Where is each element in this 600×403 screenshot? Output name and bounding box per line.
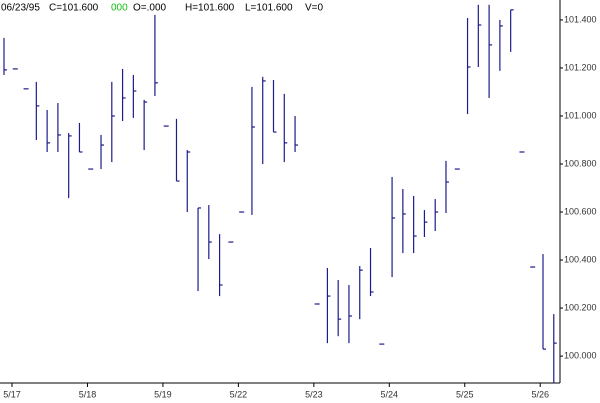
x-tick-label: 5/18 <box>79 389 97 399</box>
price-bar <box>542 254 546 350</box>
price-bar <box>57 103 61 152</box>
x-tick-label: 5/23 <box>305 389 323 399</box>
y-tick-label: 100.200 <box>564 302 597 312</box>
x-tick-label: 5/22 <box>230 389 248 399</box>
info-item: H=101.600 <box>185 3 235 14</box>
price-bar <box>326 267 331 344</box>
info-item: V=0 <box>305 3 324 14</box>
price-bar <box>3 37 7 75</box>
price-bar <box>132 74 137 118</box>
price-bar <box>111 81 115 163</box>
info-item: O=.000 <box>133 3 167 14</box>
price-bar <box>402 188 406 254</box>
x-tick-label: 5/25 <box>456 389 474 399</box>
x-tick-label: 5/17 <box>3 389 21 399</box>
x-tick-label: 5/19 <box>154 389 172 399</box>
x-tick-label: 5/24 <box>381 389 399 399</box>
price-bar <box>78 122 83 153</box>
info-item: C=101.600 <box>49 3 99 14</box>
price-bar <box>121 68 126 122</box>
price-bar <box>369 248 374 297</box>
price-bar <box>175 118 180 182</box>
y-tick-label: 101.400 <box>564 14 597 24</box>
price-bar <box>423 210 428 238</box>
price-bar <box>466 18 471 115</box>
price-bar <box>208 205 212 260</box>
price-bar <box>391 176 396 278</box>
price-bar <box>413 195 417 254</box>
y-tick-label: 101.000 <box>564 110 597 120</box>
info-item: 06/23/95 <box>1 3 40 14</box>
price-bar <box>143 99 148 151</box>
x-tick-label: 5/26 <box>531 389 549 399</box>
price-bar <box>445 160 449 213</box>
price-bar <box>348 285 352 344</box>
price-bar <box>154 14 158 97</box>
price-bar <box>46 109 51 152</box>
header-info: 06/23/95 C=101.600 000 O=.000 H=101.600 L=101… <box>1 3 324 14</box>
y-tick-label: 100.000 <box>564 350 597 360</box>
price-bar <box>477 4 482 67</box>
price-bar <box>499 19 503 71</box>
price-bar <box>262 76 266 165</box>
price-bar <box>197 207 202 292</box>
y-tick-label: 100.600 <box>564 206 597 216</box>
price-bar <box>434 199 439 232</box>
y-tick-label: 100.400 <box>564 254 597 264</box>
price-bar <box>35 81 40 140</box>
info-item: L=101.600 <box>245 3 293 14</box>
price-bar <box>251 86 255 215</box>
y-tick-label: 100.800 <box>564 158 597 168</box>
price-bar <box>294 115 299 152</box>
price-bar <box>359 266 363 320</box>
price-bar <box>186 150 191 213</box>
price-bar <box>553 314 557 383</box>
price-bar <box>100 134 105 170</box>
price-bar <box>510 9 514 52</box>
info-item: 000 <box>111 3 128 14</box>
price-bar <box>68 133 72 199</box>
price-bar <box>488 4 493 98</box>
price-bar <box>337 279 342 337</box>
price-bar <box>283 93 288 163</box>
y-tick-label: 101.200 <box>564 62 597 72</box>
price-bar <box>219 234 223 297</box>
price-bar <box>272 79 277 133</box>
